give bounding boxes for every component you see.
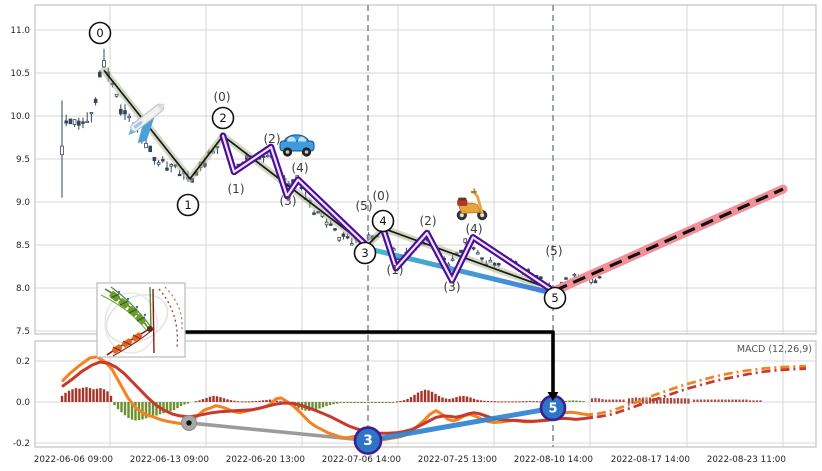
svg-text:1: 1 xyxy=(184,198,191,212)
svg-text:4: 4 xyxy=(379,214,386,228)
car-icon[interactable] xyxy=(279,134,315,157)
svg-text:2022-06-20 13:00: 2022-06-20 13:00 xyxy=(226,455,306,465)
paren-wave-label: (4) xyxy=(466,222,483,236)
projection-dashline xyxy=(554,187,784,293)
signal-forecast-line xyxy=(596,367,807,419)
wave-labels: 012345(0)(1)(2)(3)(4)(5)(0)(1)(2)(3)(4)(… xyxy=(88,21,567,310)
panel-borders xyxy=(34,4,817,448)
circled-wave-label-5[interactable]: 5 xyxy=(543,286,567,310)
svg-text:3: 3 xyxy=(363,433,373,449)
svg-text:8.5: 8.5 xyxy=(16,241,30,251)
paren-wave-label: (5) xyxy=(546,244,563,258)
svg-text:9.0: 9.0 xyxy=(16,198,30,208)
macd-legend: MACD (12,26,9) xyxy=(736,344,812,355)
svg-text:0.0: 0.0 xyxy=(16,398,30,408)
macd-axis-labels: 0.2 0.0 -0.2 xyxy=(13,357,31,449)
inset-thumbnail xyxy=(96,282,186,358)
circled-wave-label-3[interactable]: 3 xyxy=(353,241,377,265)
svg-text:8.0: 8.0 xyxy=(16,284,30,294)
macd-line xyxy=(60,355,594,442)
svg-text:2022-07-25 13:00: 2022-07-25 13:00 xyxy=(418,455,498,465)
svg-text:10.0: 10.0 xyxy=(10,112,30,122)
circled-wave-label-2[interactable]: 2 xyxy=(211,106,235,130)
paren-wave-label: (3) xyxy=(280,194,297,208)
scooter-icon[interactable] xyxy=(456,188,488,221)
svg-text:2022-06-06 09:00: 2022-06-06 09:00 xyxy=(34,455,114,465)
paren-wave-label: (4) xyxy=(292,161,309,175)
x-axis-labels: 2022-06-06 09:00 2022-06-13 09:00 2022-06-… xyxy=(34,455,787,465)
svg-text:3: 3 xyxy=(361,246,368,260)
svg-text:2022-08-10 14:00: 2022-08-10 14:00 xyxy=(514,455,594,465)
paren-wave-label: (2) xyxy=(264,132,281,146)
svg-text:0.2: 0.2 xyxy=(16,357,30,367)
blue-trendline xyxy=(364,245,559,297)
macd-lines xyxy=(60,355,807,443)
paren-wave-label: (5) xyxy=(356,199,373,213)
signal-line xyxy=(61,360,594,435)
price-axis-labels: 11.0 10.5 10.0 9.5 9.0 8.5 8.0 7.5 xyxy=(10,26,30,337)
purple-wave-a-core xyxy=(221,134,369,247)
paren-wave-label: (0) xyxy=(214,90,231,104)
blue-macd-trendline xyxy=(365,404,563,443)
circled-wave-label-1[interactable]: 1 xyxy=(176,193,200,217)
svg-text:2: 2 xyxy=(219,111,226,125)
paren-wave-label: (1) xyxy=(387,263,404,277)
airplane-icon[interactable] xyxy=(124,99,176,147)
gray-start-marker xyxy=(181,414,197,431)
paren-wave-label: (3) xyxy=(444,280,461,294)
paren-wave-label: (1) xyxy=(228,182,245,196)
main-wave-line xyxy=(103,69,556,292)
svg-text:0: 0 xyxy=(96,26,103,40)
svg-text:-0.2: -0.2 xyxy=(13,439,30,449)
svg-text:2022-07-06 14:00: 2022-07-06 14:00 xyxy=(322,455,402,465)
svg-text:2022-08-23 11:00: 2022-08-23 11:00 xyxy=(707,455,787,465)
vertical-dashlines xyxy=(367,5,554,447)
purple-wave-b-core xyxy=(382,230,556,293)
circled-wave-label-4[interactable]: 4 xyxy=(371,209,395,233)
circled-wave-label-0[interactable]: 0 xyxy=(88,21,112,45)
svg-text:11.0: 11.0 xyxy=(10,26,30,36)
macd-forecast-histogram xyxy=(590,397,762,404)
svg-text:5: 5 xyxy=(551,291,558,305)
macd-forecast-line xyxy=(596,364,807,416)
wave-node-3[interactable]: 3 xyxy=(353,426,383,455)
svg-text:10.5: 10.5 xyxy=(10,69,30,79)
paren-wave-label: (0) xyxy=(373,189,390,203)
olive-band xyxy=(100,66,559,295)
callout-arrow xyxy=(184,330,559,401)
macd-histogram xyxy=(60,387,585,421)
wave-overlays xyxy=(100,66,788,297)
svg-text:2022-08-17 14:00: 2022-08-17 14:00 xyxy=(611,455,691,465)
svg-text:7.5: 7.5 xyxy=(16,327,30,337)
paren-wave-label: (2) xyxy=(420,214,437,228)
svg-text:2022-06-13 09:00: 2022-06-13 09:00 xyxy=(130,455,210,465)
svg-text:9.5: 9.5 xyxy=(16,155,30,165)
svg-text:5: 5 xyxy=(548,401,557,416)
candles xyxy=(60,48,602,296)
